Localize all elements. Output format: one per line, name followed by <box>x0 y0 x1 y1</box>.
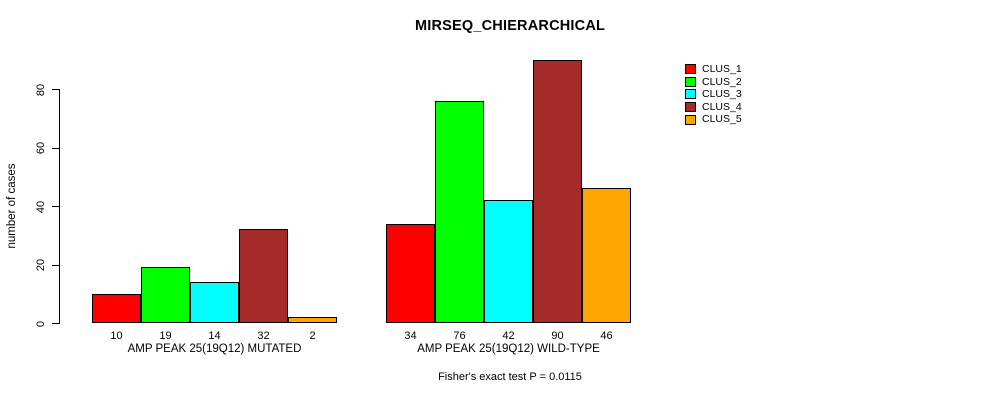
legend: CLUS_1 CLUS_2 CLUS_3 CLUS_4 CLUS_5 <box>685 63 742 126</box>
y-axis-label: number of cases <box>6 163 18 249</box>
legend-label: CLUS_5 <box>702 113 742 126</box>
y-tick-mark <box>52 264 59 266</box>
bar-value-label: 19 <box>159 330 172 342</box>
bar-value-label: 10 <box>110 330 123 342</box>
y-tick-mark <box>52 206 59 207</box>
bar-clus_5 <box>288 317 337 323</box>
bar-value-label: 46 <box>600 330 613 342</box>
legend-swatch-clus_5 <box>685 114 696 125</box>
chart-title: MIRSEQ_CHIERARCHICAL <box>414 18 606 34</box>
y-tick-mark <box>52 323 59 324</box>
legend-label: CLUS_2 <box>702 75 742 88</box>
y-tick-mark <box>52 89 59 90</box>
y-tick-label: 80 <box>35 83 47 96</box>
bar-value-label: 32 <box>257 330 270 342</box>
bar-clus_1 <box>92 294 141 323</box>
legend-row: CLUS_4 <box>685 101 742 114</box>
bar-value-label: 76 <box>453 330 466 342</box>
bar-value-label: 42 <box>502 330 515 342</box>
y-tick-mark <box>52 147 59 149</box>
bar-value-label: 34 <box>404 330 417 342</box>
bar-value-label: 14 <box>208 330 221 342</box>
bar-clus_4 <box>239 229 288 323</box>
bar-clus_3 <box>190 282 239 323</box>
bar-clus_1 <box>386 224 435 323</box>
legend-row: CLUS_1 <box>685 63 742 76</box>
y-tick-label: 20 <box>35 258 47 272</box>
bar-value-label: 90 <box>551 330 564 342</box>
legend-swatch-clus_3 <box>685 89 696 100</box>
legend-swatch-clus_1 <box>685 64 696 75</box>
bar-value-label: 2 <box>309 330 316 342</box>
legend-swatch-clus_2 <box>685 76 696 87</box>
legend-row: CLUS_3 <box>685 88 742 101</box>
legend-row: CLUS_5 <box>685 113 742 126</box>
legend-row: CLUS_2 <box>685 76 742 89</box>
legend-label: CLUS_4 <box>702 100 742 113</box>
bar-clus_2 <box>141 267 190 323</box>
y-tick-label: 0 <box>35 320 47 327</box>
bar-clus_4 <box>533 60 582 323</box>
y-tick-label: 40 <box>35 200 47 213</box>
legend-swatch-clus_4 <box>685 102 696 113</box>
y-tick-label: 60 <box>35 141 47 155</box>
group-label: AMP PEAK 25(19Q12) WILD-TYPE <box>417 343 600 355</box>
y-axis-line <box>59 89 60 324</box>
group-label: AMP PEAK 25(19Q12) MUTATED <box>127 343 302 355</box>
bar-clus_2 <box>435 101 484 323</box>
fisher-test-footnote: Fisher's exact test P = 0.0115 <box>438 371 582 383</box>
bar-clus_5 <box>582 188 631 323</box>
bar-clus_3 <box>484 200 533 323</box>
legend-label: CLUS_3 <box>702 88 742 101</box>
legend-label: CLUS_1 <box>702 63 742 75</box>
